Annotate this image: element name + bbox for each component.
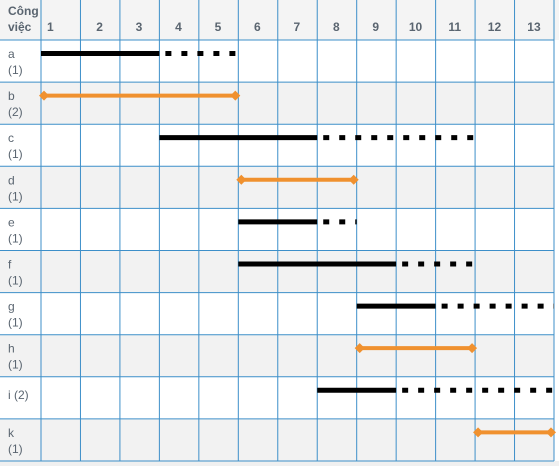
- task-name-label: d: [8, 173, 15, 187]
- critical-task-endpoint: [473, 427, 484, 438]
- row-background: [0, 208, 554, 251]
- task-name-label: e: [8, 215, 15, 229]
- row-background: [0, 250, 554, 293]
- task-duration-label: (1): [8, 189, 23, 203]
- critical-task-endpoint: [348, 174, 359, 185]
- task-column-header-line1: Công: [8, 4, 39, 18]
- task-duration-label: (1): [8, 231, 23, 245]
- day-header-label: 11: [448, 20, 461, 34]
- day-header-label: 6: [254, 20, 261, 34]
- day-header-label: 13: [527, 20, 541, 34]
- task-name-label: g: [8, 300, 15, 314]
- row-background: [0, 334, 554, 377]
- day-header-label: 8: [333, 20, 340, 34]
- critical-task-endpoint: [546, 427, 556, 438]
- task-name-label: b: [8, 89, 15, 103]
- grid-layer: [0, 0, 555, 462]
- task-name-label: f: [8, 258, 12, 272]
- day-header-label: 7: [294, 20, 301, 34]
- row-background: [0, 124, 554, 167]
- task-duration-label: (1): [8, 442, 23, 456]
- day-header-label: 4: [175, 20, 182, 34]
- day-header-label: 2: [96, 20, 103, 34]
- day-header-label: 10: [409, 20, 423, 34]
- bottom-strip: [0, 461, 559, 466]
- row-background: [0, 82, 554, 125]
- day-header-label: 5: [215, 20, 222, 34]
- task-name-label: a: [8, 47, 15, 61]
- task-name-label: k: [8, 426, 15, 440]
- critical-task-endpoint: [230, 90, 241, 101]
- task-label-layer: a (1) b (2) c (1) d (1) e (1) f (1) g (1) h (1) i (2) k (1…: [8, 47, 29, 456]
- row-background: [0, 40, 554, 83]
- critical-task-endpoint: [354, 343, 365, 354]
- task-duration-label: (1): [8, 316, 23, 330]
- day-header-label: 12: [488, 20, 502, 34]
- header-layer: Công việc 1 2 3 4 5 6 7 8 9 10 11 12 13: [8, 4, 541, 34]
- header-background: [0, 0, 559, 40]
- day-header-label: 1: [47, 20, 54, 34]
- task-name-label: h: [8, 342, 15, 356]
- day-header-label: 9: [372, 20, 379, 34]
- task-duration-label: (2): [8, 105, 23, 119]
- task-duration-label: (1): [8, 147, 23, 161]
- critical-task-endpoint: [236, 174, 247, 185]
- task-column-header-line2: việc: [8, 20, 32, 34]
- critical-task-endpoint: [39, 90, 49, 101]
- row-background: [0, 418, 554, 461]
- row-background: [0, 376, 554, 419]
- task-duration-label: (1): [8, 63, 23, 77]
- task-duration-label: (1): [8, 358, 23, 372]
- day-header-label: 3: [136, 20, 143, 34]
- bar-layer: [39, 50, 556, 438]
- row-background: [0, 166, 554, 209]
- task-name-label: c: [8, 131, 14, 145]
- task-duration-label: (1): [8, 274, 23, 288]
- row-background: [0, 292, 554, 335]
- critical-task-endpoint: [467, 343, 478, 354]
- task-name-label: i (2): [8, 388, 29, 402]
